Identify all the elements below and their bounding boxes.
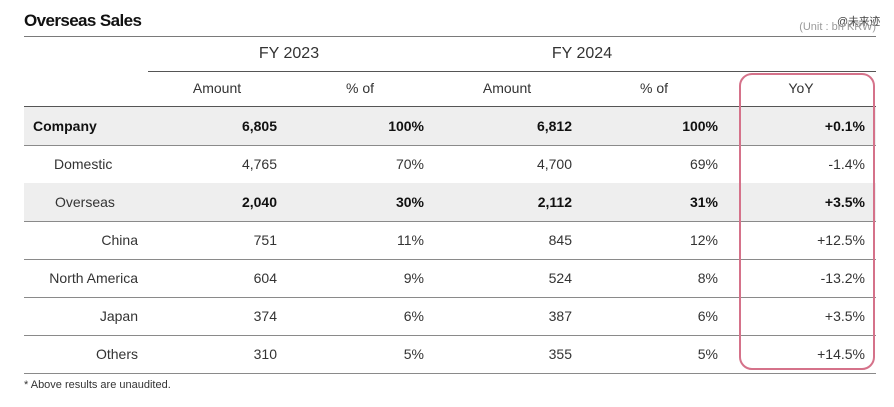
fy2024-pct: 8% [697, 270, 718, 286]
fy2023-pct: 11% [397, 232, 424, 248]
fy2023-amount: 374 [253, 308, 277, 324]
row-label: Others [95, 346, 138, 362]
fy2023-pct: 9% [403, 270, 424, 286]
yoy: +3.5% [824, 308, 865, 324]
unit-label: (Unit : bn KRW) [799, 21, 876, 33]
fy2024-header: FY 2024 [551, 45, 613, 62]
table-row-overseas: Overseas 2,040 30% 2,112 31% +3.5% [24, 183, 876, 222]
fy2024-amount: 387 [548, 308, 572, 324]
header-rule [24, 106, 876, 107]
fy2023-amount: 4,765 [241, 156, 277, 172]
table-row-north-america: North America 604 9% 524 8% -13.2% [24, 259, 876, 298]
fy2024-amount: 524 [548, 270, 572, 286]
table-row-china: China 751 11% 845 12% +12.5% [24, 221, 876, 260]
table-row-others: Others 310 5% 355 5% +14.5% [24, 335, 876, 374]
yoy-highlight-box [739, 73, 875, 370]
fy2023-pct: 70% [395, 156, 424, 172]
fy2024-pct: 100% [682, 118, 718, 134]
fy2024-amount: 355 [548, 346, 572, 362]
row-label: Japan [99, 308, 138, 324]
col-header-fy2024-amount: Amount [482, 80, 532, 96]
fy2023-amount: 6,805 [241, 118, 277, 134]
yoy: +14.5% [817, 346, 865, 362]
fy2024-amount: 4,700 [536, 156, 572, 172]
fy2024-pct: 6% [697, 308, 718, 324]
table-row-company: Company 6,805 100% 6,812 100% +0.1% [24, 107, 876, 146]
fy2023-header: FY 2023 [258, 45, 320, 62]
fy2023-amount: 310 [253, 346, 277, 362]
col-header-yoy: YoY [788, 80, 814, 96]
fy2023-amount: 2,040 [241, 194, 277, 210]
fy2024-pct: 12% [689, 232, 718, 248]
yoy: +12.5% [817, 232, 865, 248]
fy2023-pct: 100% [388, 118, 424, 134]
yoy: -1.4% [828, 156, 865, 172]
col-header-fy2023-pct: % of [345, 80, 374, 96]
row-label: Domestic [54, 156, 113, 172]
fy2023-pct: 30% [395, 194, 424, 210]
row-label: North America [49, 270, 138, 286]
fy2024-amount: 845 [548, 232, 572, 248]
fy2023-amount: 604 [253, 270, 277, 286]
fy2024-amount: 2,112 [537, 194, 572, 210]
fy2023-pct: 5% [403, 346, 424, 362]
fy-rule [148, 71, 876, 72]
row-label: Overseas [55, 194, 115, 210]
table-row-japan: Japan 374 6% 387 6% +3.5% [24, 297, 876, 336]
fy2023-pct: 6% [403, 308, 424, 324]
footnote: * Above results are unaudited. [24, 379, 171, 391]
watermark: @未来迹 [837, 16, 880, 28]
title-rule [24, 36, 876, 37]
col-header-fy2024-pct: % of [639, 80, 668, 96]
row-label: China [101, 232, 138, 248]
table-row-domestic: Domestic 4,765 70% 4,700 69% -1.4% [24, 145, 876, 184]
fy2024-pct: 5% [697, 346, 718, 362]
yoy: +0.1% [824, 118, 865, 134]
fy2024-amount: 6,812 [536, 118, 572, 134]
col-header-fy2023-amount: Amount [192, 80, 242, 96]
table-title: Overseas Sales [24, 11, 142, 30]
row-label: Company [33, 118, 97, 134]
fy2023-amount: 751 [253, 232, 277, 248]
fy2024-pct: 31% [689, 194, 718, 210]
yoy: +3.5% [824, 194, 865, 210]
fy2024-pct: 69% [689, 156, 718, 172]
yoy: -13.2% [820, 270, 865, 286]
